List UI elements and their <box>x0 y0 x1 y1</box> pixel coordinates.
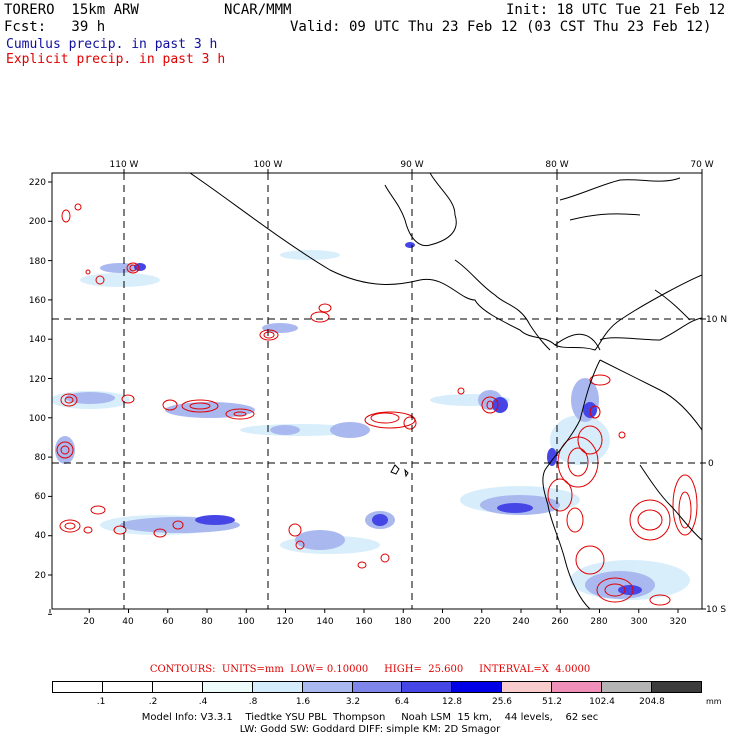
colorbar-cell <box>53 682 103 692</box>
x-tick-label: 160 <box>355 617 372 627</box>
y-tick-label: 140 <box>29 335 46 345</box>
explicit-legend: Explicit precip. in past 3 h <box>6 52 226 67</box>
x-tick-label: 280 <box>590 617 607 627</box>
colorbar-cell <box>102 682 153 692</box>
model-info-line1: Model Info: V3.3.1 Tiedtke YSU PBL Thomp… <box>141 712 599 723</box>
y-tick-label: 200 <box>29 217 46 227</box>
valid-time: Valid: 09 UTC Thu 23 Feb 12 (03 CST Thu … <box>290 19 712 35</box>
org-label: NCAR/MMM <box>224 2 292 18</box>
colorbar-cell <box>252 682 303 692</box>
x-tick-label: 220 <box>473 617 490 627</box>
colorbar-cell <box>602 682 653 692</box>
model-title: TORERO 15km ARW <box>4 2 139 18</box>
colorbar-label: 204.8 <box>639 697 665 707</box>
colorbar-label: 12.8 <box>441 697 463 707</box>
colorbar-cell <box>202 682 253 692</box>
colorbar-cell <box>402 682 453 692</box>
tick-marks <box>48 169 706 615</box>
x-tick-label: 180 <box>394 617 411 627</box>
colorbar-cell <box>502 682 553 692</box>
colorbar-label: 6.4 <box>394 697 410 707</box>
lat-label-10n: 10 N <box>706 315 727 325</box>
explicit-contours <box>56 203 698 606</box>
colorbar-unit: mm <box>706 697 722 706</box>
x-tick-label: 60 <box>162 617 174 627</box>
x-tick-label: 80 <box>201 617 213 627</box>
colorbar-label: .2 <box>148 697 158 707</box>
colorbar-cell <box>652 682 701 692</box>
x-tick-label: 320 <box>669 617 686 627</box>
colorbar-label: 51.2 <box>541 697 563 707</box>
model-info-line2: LW: Godd SW: Goddard DIFF: simple KM: 2D… <box>239 724 501 735</box>
init-time: Init: 18 UTC Tue 21 Feb 12 <box>506 2 726 18</box>
y-tick-label: 160 <box>29 296 46 306</box>
contour-info: CONTOURS: UNITS=mm LOW= 0.10000 HIGH= 25… <box>149 664 591 675</box>
cumulus-legend: Cumulus precip. in past 3 h <box>6 37 218 52</box>
colorbar-label: 3.2 <box>345 697 361 707</box>
y-tick-label: 180 <box>29 257 46 267</box>
lat-label-eq: 0 <box>708 459 714 469</box>
x-tick-label: 140 <box>316 617 333 627</box>
y-tick-label: 80 <box>35 453 47 463</box>
x-tick-label: 200 <box>433 617 450 627</box>
colorbar-label: 1.6 <box>295 697 311 707</box>
colorbar-cell <box>352 682 403 692</box>
y-tick-label: 120 <box>29 375 46 385</box>
y-tick-label: 220 <box>29 178 46 188</box>
y-tick-label: 100 <box>29 414 46 424</box>
x-tick-label: 20 <box>83 617 95 627</box>
x-tick-label: 260 <box>551 617 568 627</box>
x-tick-label: 240 <box>512 617 529 627</box>
x-tick-label: 40 <box>122 617 134 627</box>
coastlines <box>189 173 702 609</box>
lon-label-100w: 100 W <box>254 160 283 170</box>
colorbar-cell <box>552 682 603 692</box>
lon-label-110w: 110 W <box>110 160 139 170</box>
colorbar-label: 25.6 <box>491 697 513 707</box>
x-tick-label: 300 <box>630 617 647 627</box>
colorbar-cell <box>152 682 203 692</box>
y-tick-label: 40 <box>35 531 47 541</box>
colorbar-label: .1 <box>96 697 106 707</box>
map-frame <box>51 172 703 610</box>
lon-label-90w: 90 W <box>400 160 423 170</box>
latlon-grid <box>52 173 702 609</box>
precip-colorbar <box>52 681 702 693</box>
colorbar-label: 102.4 <box>589 697 615 707</box>
colorbar-label: .4 <box>198 697 208 707</box>
colorbar-cell <box>452 682 503 692</box>
lon-label-70w: 70 W <box>690 160 713 170</box>
y-tick-label: 60 <box>35 492 47 502</box>
lat-label-10s: 10 S <box>706 605 726 615</box>
y-tick-label: 20 <box>35 571 47 581</box>
colorbar-cell <box>302 682 353 692</box>
forecast-hour: Fcst: 39 h <box>4 19 106 35</box>
x-tick-label: 120 <box>276 617 293 627</box>
lon-label-80w: 80 W <box>545 160 568 170</box>
colorbar-label: .8 <box>248 697 258 707</box>
x-tick-label: 100 <box>237 617 254 627</box>
